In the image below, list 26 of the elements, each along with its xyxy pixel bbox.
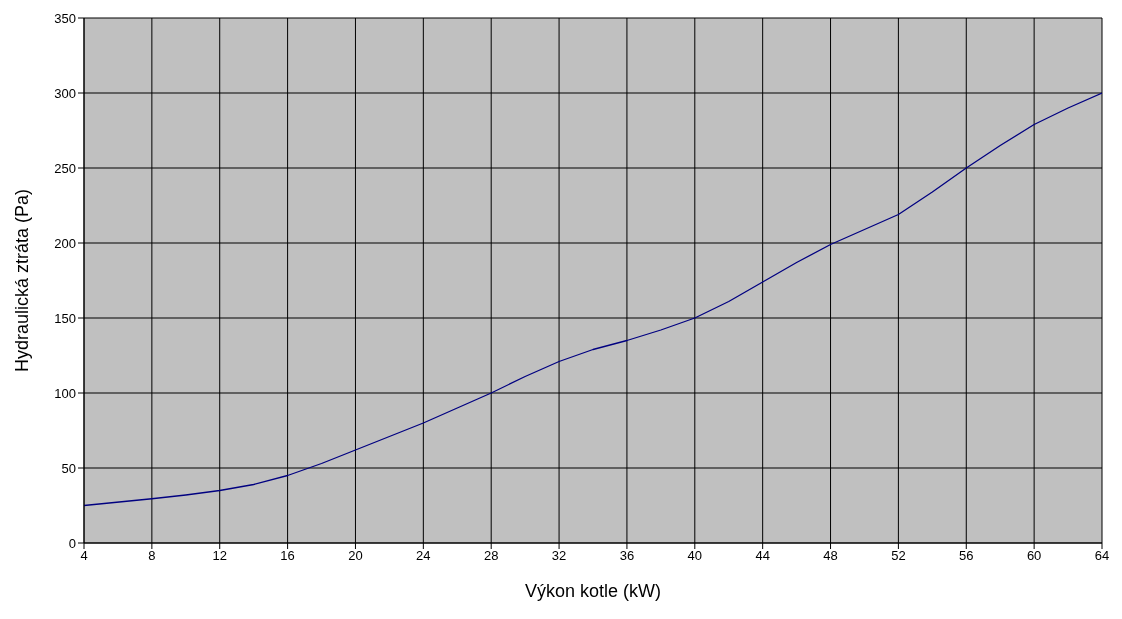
y-tick-label: 200 bbox=[54, 235, 76, 251]
x-tick-label: 48 bbox=[823, 548, 838, 564]
y-tick-label: 0 bbox=[68, 535, 76, 551]
x-tick-label: 60 bbox=[1026, 548, 1042, 564]
x-tick-label: 24 bbox=[416, 548, 431, 564]
x-tick-label: 36 bbox=[619, 548, 635, 564]
x-tick-label: 40 bbox=[687, 548, 703, 564]
x-tick-label: 4 bbox=[80, 548, 88, 564]
y-tick-label: 350 bbox=[54, 10, 76, 26]
x-tick-label: 56 bbox=[959, 548, 974, 564]
y-tick-label: 100 bbox=[54, 385, 76, 401]
x-tick-label: 16 bbox=[280, 548, 295, 564]
y-tick-label: 250 bbox=[54, 160, 76, 176]
y-axis-title: Hydraulická ztráta (Pa) bbox=[12, 188, 33, 373]
x-tick-label: 32 bbox=[551, 548, 567, 564]
y-tick-label: 300 bbox=[54, 85, 76, 101]
x-tick-label: 28 bbox=[483, 548, 499, 564]
x-tick-label: 12 bbox=[212, 548, 227, 564]
y-tick-label: 150 bbox=[54, 310, 76, 326]
x-tick-label: 8 bbox=[148, 548, 156, 564]
x-tick-label: 20 bbox=[348, 548, 363, 564]
x-axis-title: Výkon kotle (kW) bbox=[524, 581, 662, 601]
x-tick-label: 52 bbox=[891, 548, 906, 564]
x-tick-label: 44 bbox=[755, 548, 770, 564]
y-tick-label: 50 bbox=[61, 460, 76, 476]
x-tick-label: 64 bbox=[1094, 548, 1110, 564]
